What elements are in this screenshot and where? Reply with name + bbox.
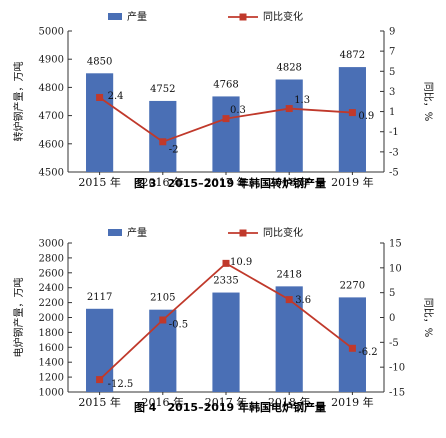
legend-bar-swatch	[108, 229, 122, 236]
yoy-point	[348, 344, 356, 352]
bar	[338, 297, 366, 392]
bar-value-label: 2105	[150, 293, 175, 304]
right-tick-label: -15	[389, 388, 405, 399]
yoy-point	[222, 259, 230, 267]
figure-caption: 图 3 2015–2019 年韩国转炉钢产量	[134, 176, 326, 190]
yoy-point	[222, 115, 230, 123]
bar-value-label: 4850	[87, 56, 112, 67]
left-tick-label: 1600	[39, 343, 64, 354]
legend-line-label: 同比变化	[263, 10, 303, 23]
right-tick-label: 5	[389, 67, 395, 78]
left-tick-label: 4600	[39, 139, 64, 150]
category-label: 2016 年	[142, 395, 185, 409]
category-label: 2018 年	[268, 175, 311, 189]
left-tick-label: 1800	[39, 328, 64, 339]
legend-line-marker	[239, 13, 247, 21]
right-tick-label: 15	[389, 239, 402, 250]
bar	[275, 286, 303, 392]
legend-line-marker	[239, 229, 247, 237]
category-label: 2018 年	[268, 395, 311, 409]
bar	[212, 96, 240, 172]
legend-line-label: 同比变化	[263, 226, 303, 239]
right-axis-title: 同比，%	[422, 298, 434, 338]
yoy-point	[96, 376, 104, 384]
right-tick-label: -1	[389, 127, 399, 138]
yoy-point	[348, 109, 356, 117]
yoy-value-label: 3.6	[295, 295, 311, 306]
left-tick-label: 4800	[39, 83, 64, 94]
chart-2: 1000 1200 1400 1600 1800 2000 2200 2400 2600 2800…	[12, 226, 434, 414]
yoy-point	[159, 138, 167, 146]
yoy-point	[96, 93, 104, 101]
yoy-value-label: -2	[169, 144, 179, 155]
yoy-point	[285, 296, 293, 304]
bar-value-label: 4768	[213, 79, 238, 90]
yoy-value-label: 10.9	[230, 257, 252, 268]
right-tick-label: 5	[389, 288, 395, 299]
right-tick-label: 1	[389, 107, 395, 118]
yoy-value-label: -6.2	[358, 347, 377, 358]
category-label: 2015 年	[78, 395, 121, 409]
bar	[338, 67, 366, 172]
category-label: 2015 年	[78, 175, 121, 189]
left-tick-label: 4500	[39, 168, 64, 179]
left-tick-label: 2600	[39, 268, 64, 279]
right-tick-label: 7	[389, 47, 395, 58]
yoy-value-label: -0.5	[169, 319, 188, 330]
left-tick-label: 5000	[39, 27, 64, 38]
yoy-value-label: 1.3	[294, 95, 310, 106]
category-label: 2016 年	[142, 175, 185, 189]
legend-bar-swatch	[108, 13, 122, 20]
bar-value-label: 4828	[276, 63, 301, 74]
bar	[212, 292, 240, 392]
left-tick-label: 2200	[39, 298, 64, 309]
bar	[149, 100, 177, 172]
left-axis-title: 电炉钢产量，万吨	[12, 278, 25, 358]
left-tick-label: 1000	[39, 388, 64, 399]
right-tick-label: 9	[389, 27, 395, 38]
category-label: 2017 年	[205, 395, 248, 409]
yoy-value-label: 0.9	[358, 111, 374, 122]
left-tick-label: 2400	[39, 283, 64, 294]
bar-value-label: 4752	[150, 84, 175, 95]
category-label: 2017 年	[205, 175, 248, 189]
yoy-value-label: -12.5	[108, 379, 134, 390]
bar-value-label: 2117	[87, 292, 112, 303]
legend-bar-label: 产量	[127, 10, 147, 23]
category-label: 2019 年	[331, 175, 374, 189]
yoy-point	[285, 105, 293, 113]
right-tick-label: -10	[389, 363, 405, 374]
right-tick-label: 0	[389, 313, 395, 324]
left-tick-label: 4700	[39, 111, 64, 122]
right-tick-label: -5	[389, 338, 399, 349]
right-tick-label: 3	[389, 87, 395, 98]
bar	[86, 73, 114, 172]
yoy-value-label: 0.3	[230, 105, 246, 116]
bar-value-label: 2418	[276, 269, 301, 280]
left-tick-label: 4900	[39, 55, 64, 66]
right-tick-label: -5	[389, 168, 399, 179]
left-tick-label: 3000	[39, 239, 64, 250]
yoy-point	[159, 316, 167, 324]
right-tick-label: 10	[389, 263, 402, 274]
left-tick-label: 2800	[39, 253, 64, 264]
right-axis-title: 同比，%	[422, 82, 434, 122]
legend-bar-label: 产量	[127, 226, 147, 239]
left-tick-label: 1200	[39, 373, 64, 384]
left-axis-title: 转炉钢产量，万吨	[12, 62, 25, 142]
figure-caption: 图 4 2015–2019 年韩国电炉钢产量	[134, 400, 326, 414]
chart-1: 4500 4600 4700 4800 4900 5000 -5 -3 -1 1 3 5 7 9 4850 2…	[12, 10, 434, 190]
category-label: 2019 年	[331, 395, 374, 409]
yoy-value-label: 2.4	[108, 91, 124, 102]
bar-value-label: 2270	[340, 280, 365, 291]
bar-value-label: 4872	[340, 50, 365, 61]
bar	[275, 79, 303, 172]
right-tick-label: -3	[389, 147, 399, 158]
bar-value-label: 2335	[213, 276, 238, 287]
left-tick-label: 1400	[39, 358, 64, 369]
left-tick-label: 2000	[39, 313, 64, 324]
